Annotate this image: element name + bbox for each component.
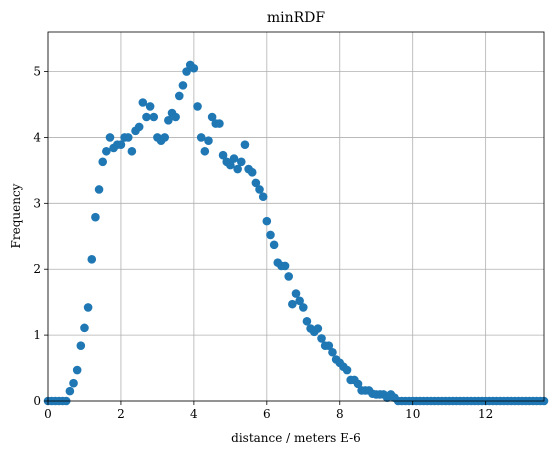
x-tick-label: 6 (263, 407, 271, 421)
data-point (87, 255, 97, 264)
x-tick-label: 10 (405, 407, 420, 421)
data-point (91, 212, 100, 222)
data-point (251, 178, 261, 188)
data-point (258, 192, 268, 202)
data-point (196, 133, 206, 142)
data-point (324, 341, 334, 350)
grid (47, 32, 544, 402)
data-point (145, 102, 155, 111)
data-point (247, 168, 257, 177)
data-point (98, 157, 108, 167)
data-point (269, 240, 279, 250)
y-tick-label: 2 (33, 262, 41, 276)
data-point (160, 133, 170, 142)
data-point (182, 67, 191, 76)
data-point (298, 303, 308, 312)
data-point (200, 146, 210, 156)
data-point (142, 112, 151, 122)
data-point (105, 133, 115, 142)
data-point (94, 185, 104, 194)
data-point (174, 91, 184, 101)
data-point (218, 150, 228, 160)
data-point (302, 316, 312, 326)
x-tick-label: 12 (478, 407, 493, 421)
data-point (262, 216, 272, 226)
x-tick-label: 8 (336, 407, 344, 421)
data-point (353, 379, 363, 389)
data-point (149, 112, 159, 122)
x-tick-label: 2 (117, 407, 125, 421)
data-point (215, 119, 224, 128)
data-point (127, 146, 137, 156)
data-point (317, 334, 326, 343)
y-axis-label: Frequency (9, 183, 23, 248)
data-point (189, 63, 199, 73)
data-point (83, 303, 93, 312)
data-point (134, 122, 144, 132)
y-tick-label: 5 (33, 65, 41, 79)
data-point (164, 115, 173, 125)
data-point (291, 289, 301, 298)
data-point (342, 365, 352, 375)
data-point (171, 112, 180, 122)
data-point (233, 164, 242, 174)
data-point (138, 98, 148, 107)
data-point (280, 261, 290, 271)
data-point (102, 146, 111, 156)
y-tick-label: 3 (33, 196, 41, 210)
x-tick-label: 4 (190, 407, 198, 421)
data-point (65, 386, 75, 396)
data-point (72, 365, 82, 375)
x-tick-label: 0 (44, 407, 52, 421)
data-point (123, 133, 133, 142)
data-point (178, 81, 188, 90)
data-point (313, 324, 323, 333)
y-tick-label: 0 (33, 394, 41, 408)
scatter-points (43, 60, 549, 406)
data-point (229, 154, 239, 163)
data-point (288, 299, 297, 309)
data-point (255, 185, 264, 194)
data-point (76, 341, 86, 350)
y-tick-label: 1 (33, 328, 41, 342)
data-point (266, 230, 275, 240)
data-point (204, 136, 213, 146)
data-point (236, 157, 246, 167)
data-point (193, 102, 202, 111)
data-point (80, 323, 89, 333)
data-point (116, 140, 126, 149)
y-tick-label: 4 (33, 130, 41, 144)
data-point (284, 272, 294, 281)
x-axis-label: distance / meters E-6 (231, 431, 361, 445)
data-point (207, 112, 217, 122)
data-point (226, 160, 235, 170)
data-point (295, 296, 304, 306)
plot-frame (47, 31, 545, 402)
data-point (328, 347, 337, 357)
chart-title: minRDF (267, 10, 326, 26)
data-point (69, 378, 78, 388)
data-point (240, 140, 250, 149)
